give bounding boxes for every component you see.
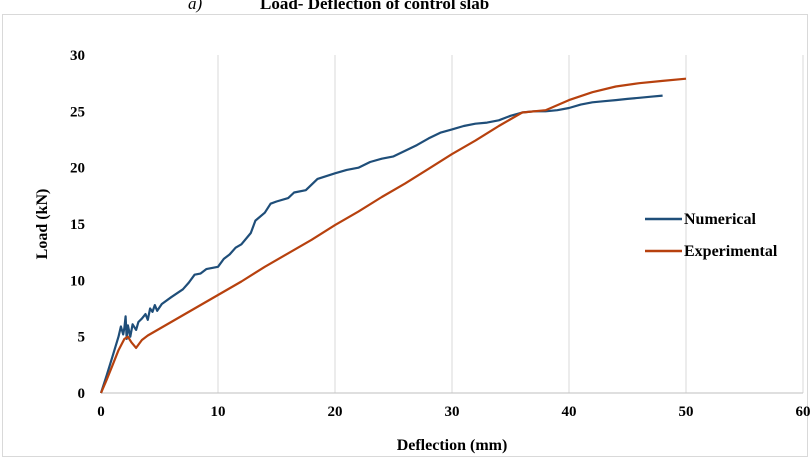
y-tick-label: 25 [70, 104, 85, 120]
series-lines [99, 77, 687, 394]
legend-label-experimental: Experimental [684, 243, 778, 260]
caption-label: a) [188, 0, 203, 13]
y-tick-label: 10 [70, 273, 85, 289]
y-tick-label: 0 [78, 386, 86, 402]
y-tick-labels: 0 5 10 15 20 25 30 [70, 48, 85, 402]
x-tick-label: 0 [97, 404, 105, 420]
gridlines [217, 55, 804, 393]
x-tick-label: 60 [796, 404, 810, 420]
chart-caption: a) Load- Deflection of control slab [188, 0, 489, 13]
y-tick-label: 5 [78, 330, 86, 346]
chart-title: Load- Deflection of control slab [260, 0, 489, 13]
y-axis-title: Load (kN) [34, 189, 51, 260]
y-tick-label: 15 [70, 217, 85, 233]
x-tick-label: 40 [562, 404, 577, 420]
x-tick-label: 20 [328, 404, 343, 420]
legend-label-numerical: Numerical [684, 211, 757, 228]
x-tick-label: 10 [211, 404, 226, 420]
series-line-numerical [99, 94, 663, 394]
x-axis-title: Deflection (mm) [397, 437, 508, 454]
x-tick-label: 50 [679, 404, 694, 420]
x-tick-labels: 0 10 20 30 40 50 60 [97, 404, 810, 420]
x-tick-label: 30 [445, 404, 460, 420]
series-line-experimental [99, 77, 687, 394]
chart-frame [2, 14, 808, 457]
y-tick-label: 30 [70, 48, 85, 64]
legend: Numerical Experimental [645, 211, 778, 260]
y-tick-label: 20 [70, 161, 85, 177]
